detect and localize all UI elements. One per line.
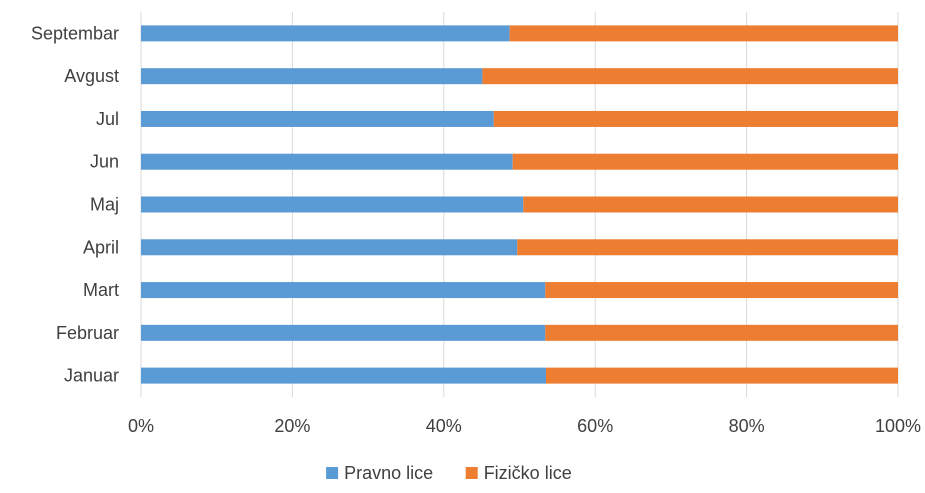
x-axis-labels: 0% 20% 40% 60% 80% 100% [128, 416, 921, 436]
legend: Pravno lice Fizičko lice [326, 463, 572, 483]
bar-segment [512, 153, 898, 170]
x-tick-label: 100% [875, 416, 921, 436]
bar-segment [141, 239, 518, 256]
bar-segment [493, 110, 898, 127]
y-category-label: Jun [90, 152, 119, 172]
bar-segment [523, 196, 898, 213]
bar-segment [141, 324, 546, 341]
bar-segment [141, 282, 546, 299]
bar-segment [141, 110, 494, 127]
x-tick-label: 0% [128, 416, 154, 436]
y-category-label: Jul [96, 109, 119, 129]
x-tick-label: 20% [274, 416, 310, 436]
legend-swatch [465, 467, 478, 479]
bar-segment [141, 153, 513, 170]
bar-segment [509, 25, 898, 42]
x-tick-label: 60% [577, 416, 613, 436]
bar-segment [545, 282, 898, 299]
x-tick-label: 80% [729, 416, 765, 436]
bar-segment [141, 68, 483, 85]
x-tick-label: 40% [426, 416, 462, 436]
y-category-label: Septembar [31, 23, 119, 43]
legend-label: Pravno lice [344, 463, 433, 483]
bar-segment [141, 196, 524, 213]
y-category-label: Januar [64, 366, 119, 386]
bar-segment [545, 324, 898, 341]
bar-segment [517, 239, 898, 256]
bar-segment [482, 68, 898, 85]
y-category-label: April [83, 237, 119, 257]
bar-segment [141, 367, 546, 384]
bar-segment [545, 367, 898, 384]
y-category-label: Avgust [64, 66, 119, 86]
legend-label: Fizičko lice [484, 463, 572, 483]
bar-segment [141, 25, 510, 42]
y-category-label: Maj [90, 195, 119, 215]
bars [141, 25, 898, 384]
y-axis-labels: Januar Februar Mart April Maj Jun Jul Avgust Sep… [31, 23, 119, 385]
y-category-label: Februar [56, 323, 119, 343]
legend-swatch [326, 467, 339, 479]
y-category-label: Mart [83, 280, 119, 300]
